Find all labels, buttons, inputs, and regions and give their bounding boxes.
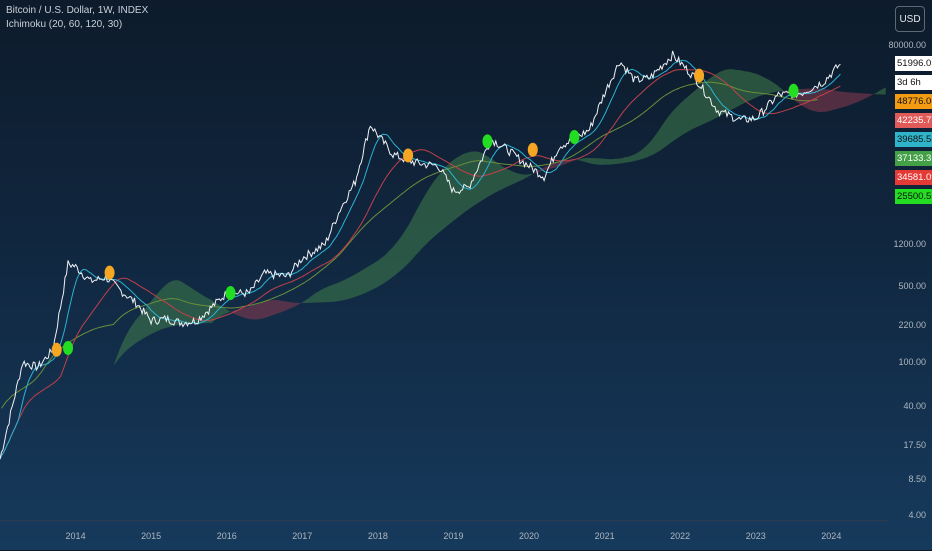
cloud-bearish xyxy=(533,159,578,174)
ichimoku-cloud xyxy=(45,69,886,460)
year-tick-label: 2024 xyxy=(821,531,842,541)
price-tag: 42235.77 xyxy=(895,113,932,128)
cloud-bullish xyxy=(577,69,785,165)
price-tag: 3d 6h xyxy=(895,75,932,90)
price-tick-label: 4.00 xyxy=(908,510,926,520)
price-tick-label: 500.00 xyxy=(898,280,926,291)
year-tick-label: 2015 xyxy=(141,531,162,541)
price-tick-label: 1200.00 xyxy=(893,239,926,250)
bullish-signal-marker xyxy=(569,130,580,145)
price-tick-label: 40.00 xyxy=(903,400,926,411)
year-tick-label: 2018 xyxy=(367,531,388,541)
price-axis[interactable]: 80000.00 1200.00 500.00 220.00 100.00 40.00 17… xyxy=(888,0,932,520)
price-tag: 48776.08 xyxy=(895,94,932,109)
signal-markers xyxy=(51,68,799,357)
bullish-signal-marker xyxy=(482,134,493,149)
cloud-bearish xyxy=(784,88,874,112)
year-tick-label: 2014 xyxy=(65,531,86,541)
cloud-bullish xyxy=(873,87,886,95)
year-tick-label: 2023 xyxy=(745,531,766,541)
year-tick-label: 2019 xyxy=(443,531,464,541)
price-tick-label: 220.00 xyxy=(898,319,926,330)
price-tick-label: 17.50 xyxy=(903,439,926,450)
symbol-title[interactable]: Bitcoin / U.S. Dollar, 1W, INDEX xyxy=(6,5,149,16)
bearish-signal-marker xyxy=(527,142,538,157)
time-axis[interactable]: 2014 2015 2016 2017 2018 2019 2020 2021 2022 2023… xyxy=(0,520,888,551)
bearish-signal-marker xyxy=(403,148,414,163)
chart-legend: Bitcoin / U.S. Dollar, 1W, INDEX Ichimok… xyxy=(6,4,148,32)
price-tag: 34581.09 xyxy=(895,170,932,185)
cloud-bullish xyxy=(302,151,534,304)
indicator-title[interactable]: Ichimoku (20, 60, 120, 30) xyxy=(6,19,123,30)
price-tick-label: 80000.00 xyxy=(888,40,926,50)
price-tag: 25500.55 xyxy=(895,189,932,204)
bullish-signal-marker xyxy=(788,83,799,98)
ichimoku-lines xyxy=(0,59,841,460)
year-tick-label: 2021 xyxy=(594,531,615,541)
year-tick-label: 2020 xyxy=(519,531,540,541)
price-tag: 37133.31 xyxy=(895,151,932,166)
year-tick-label: 2017 xyxy=(292,531,313,541)
price-line xyxy=(0,50,841,460)
cloud-bearish xyxy=(231,300,303,320)
chart-area[interactable] xyxy=(0,0,888,520)
year-tick-label: 2022 xyxy=(670,531,691,541)
bullish-signal-marker xyxy=(225,286,236,301)
price-series xyxy=(0,50,841,460)
price-tick-label: 100.00 xyxy=(898,357,926,368)
bullish-signal-marker xyxy=(63,340,74,355)
price-tick-label: 8.50 xyxy=(908,474,926,485)
bearish-signal-marker xyxy=(104,265,115,280)
kijun-line xyxy=(0,69,841,460)
year-tick-label: 2016 xyxy=(216,531,237,541)
price-tag: 51996.03 xyxy=(895,56,932,71)
bearish-signal-marker xyxy=(51,342,62,357)
bearish-signal-marker xyxy=(694,68,705,83)
currency-button[interactable]: USD xyxy=(895,6,925,32)
price-tag: 39685.54 xyxy=(895,132,932,147)
lagging-span-line xyxy=(1,81,818,409)
tenkan-line xyxy=(0,59,841,460)
